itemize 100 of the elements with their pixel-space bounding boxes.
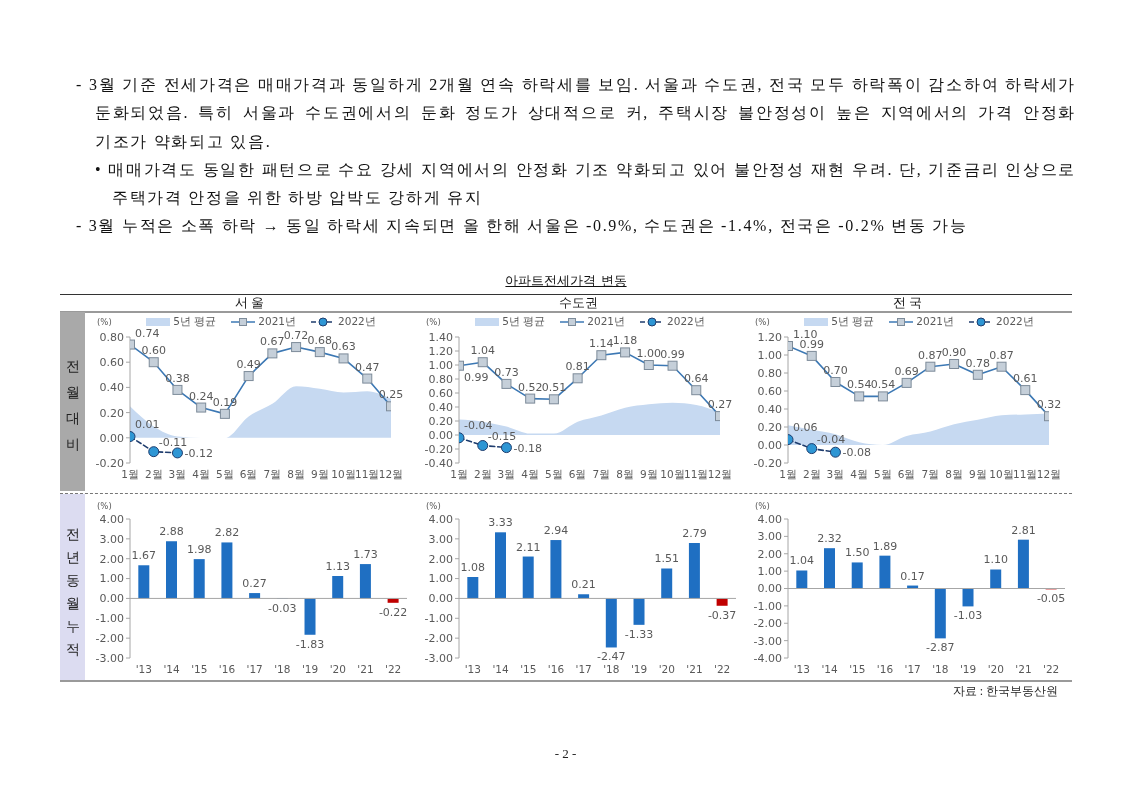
y-tick-label: -0.20 xyxy=(424,442,453,456)
x-tick-label: 10월 xyxy=(331,468,356,481)
x-tick-label: 3월 xyxy=(168,468,187,481)
data-label: -0.05 xyxy=(1036,592,1066,606)
data-label: 0.81 xyxy=(565,360,590,374)
data-label: 2.88 xyxy=(159,525,184,539)
data-label: -1.03 xyxy=(953,609,983,623)
x-tick-label: '20 xyxy=(329,663,346,676)
data-label: -0.37 xyxy=(707,608,737,622)
data-label: 1.89 xyxy=(872,539,898,553)
data-label: -0.08 xyxy=(842,446,871,460)
data-label: 0.21 xyxy=(571,578,596,592)
y-tick-label: -2.00 xyxy=(753,617,782,631)
y-tick-label: 3.00 xyxy=(428,532,453,546)
data-label: 0.06 xyxy=(793,420,818,434)
data-label: 0.99 xyxy=(660,347,685,361)
data-label: 2.94 xyxy=(543,524,569,538)
x-tick-label: '13 xyxy=(464,663,481,676)
y-tick-label: 1.00 xyxy=(99,572,124,586)
text: - 3월 누적은 소폭 하락 → 동일 하락세 지속되면 올 한해 서울은 -0.9%, 수도권은 -1.4%, 전국은 -0.2% 변동 가능 xyxy=(76,216,969,237)
y-axis-title: (%) xyxy=(97,317,112,327)
data-label: 1.00 xyxy=(636,347,662,360)
x-tick-label: '21 xyxy=(686,663,703,676)
y-tick-label: -2.00 xyxy=(424,632,453,646)
legend-label: 2021년 xyxy=(916,315,955,329)
x-tick-label: '19 xyxy=(959,663,977,676)
data-label: 0.87 xyxy=(918,348,943,362)
x-tick-label: '19 xyxy=(630,663,648,676)
legend-label: 5년 평균 xyxy=(173,315,217,329)
x-tick-label: '20 xyxy=(987,663,1004,676)
y-tick-label: 0.00 xyxy=(757,438,782,452)
y-tick-label: 1.00 xyxy=(428,358,453,372)
data-label: -0.11 xyxy=(158,435,188,449)
x-tick-label: '18 xyxy=(932,663,949,676)
y-tick-label: 1.00 xyxy=(757,565,782,579)
data-label: 0.54 xyxy=(870,378,896,392)
x-tick-label: 7월 xyxy=(592,468,611,481)
y-tick-label: 0.20 xyxy=(99,406,124,420)
y-tick-label: 0.00 xyxy=(428,428,453,442)
data-label: 1.50 xyxy=(844,546,870,560)
x-tick-label: '19 xyxy=(301,663,319,676)
x-tick-label: 4월 xyxy=(521,468,540,481)
y-tick-label: 0.60 xyxy=(99,356,124,370)
x-tick-label: 11월 xyxy=(684,468,709,481)
data-label: 0.27 xyxy=(242,577,267,591)
x-tick-label: '16 xyxy=(876,663,894,676)
x-tick-label: 3월 xyxy=(497,468,516,481)
y-tick-label: -1.00 xyxy=(95,612,124,626)
y-tick-label: -3.00 xyxy=(95,651,124,665)
x-tick-label: '16 xyxy=(218,663,236,676)
x-tick-label: 6월 xyxy=(897,468,916,481)
y-tick-label: -3.00 xyxy=(424,651,453,665)
data-label: -0.03 xyxy=(268,602,297,616)
data-label: 0.68 xyxy=(307,334,333,348)
data-label: 1.73 xyxy=(353,548,378,562)
data-label: -0.15 xyxy=(487,429,517,443)
x-tick-label: 4월 xyxy=(192,468,211,481)
text: - 2 - xyxy=(554,746,577,761)
y-tick-label: 0.00 xyxy=(99,592,124,606)
data-label: -0.04 xyxy=(464,418,493,432)
x-tick-label: 8월 xyxy=(287,468,305,481)
y-tick-label: 2.00 xyxy=(757,547,782,561)
data-label: 2.82 xyxy=(214,526,240,540)
y-tick-label: 0.00 xyxy=(757,582,782,596)
data-label: 0.90 xyxy=(941,346,967,359)
y-tick-label: 0.40 xyxy=(99,381,124,395)
data-label: 0.67 xyxy=(260,335,285,349)
text: - 3월 기준 전세가격은 매매가격과 동일하게 2개월 연속 하락세를 보임. 서울과 수도권, 전국 모두 하락폭이 감소하여 하락세가 둔화되었음. 특히 서울과 수도권에서의 둔화 정도가 상대적으로 커, 주택시장 불안정성이 높은 지역에서의 가격 안정화 기조가 약화되고 있음. xyxy=(76,75,1076,152)
y-tick-label: 0.80 xyxy=(428,372,453,386)
data-label: 0.01 xyxy=(135,417,160,431)
text: • 매매가격도 동일한 패턴으로 수요 강세 지역에서의 안정화 기조 약화되고 있어 불안정성 재현 우려. 단, 기준금리 인상으로 주택가격 안정을 위한 하방 압박도 강하게 유지 xyxy=(94,159,1076,209)
data-label: 0.64 xyxy=(684,372,709,386)
x-tick-label: '22 xyxy=(714,663,731,676)
y-tick-label: -0.20 xyxy=(753,456,782,470)
x-tick-label: 3월 xyxy=(826,468,845,481)
x-tick-label: 9월 xyxy=(310,468,329,481)
data-label: 0.70 xyxy=(823,364,848,377)
x-tick-label: 11월 xyxy=(1013,468,1038,481)
data-label: 2.81 xyxy=(1011,523,1036,537)
text: 전월대비 xyxy=(64,349,82,454)
data-label: -0.12 xyxy=(184,446,213,460)
data-label: 1.04 xyxy=(789,554,815,568)
y-tick-label: 0.60 xyxy=(428,386,453,400)
x-tick-label: '17 xyxy=(575,663,592,676)
data-label: -1.33 xyxy=(624,627,654,641)
y-tick-label: 0.00 xyxy=(428,592,453,606)
x-tick-label: '15 xyxy=(520,663,537,676)
y-tick-label: 1.00 xyxy=(757,348,782,362)
x-tick-label: 2월 xyxy=(802,468,821,481)
data-label: 0.72 xyxy=(283,329,309,343)
text: 전년동월누적 xyxy=(64,518,82,656)
data-label: -0.22 xyxy=(378,605,408,619)
y-axis-title: (%) xyxy=(97,501,112,511)
data-label: 3.33 xyxy=(488,516,513,530)
x-tick-label: 7월 xyxy=(921,468,940,481)
x-tick-label: '13 xyxy=(135,663,152,676)
x-tick-label: 7월 xyxy=(263,468,282,481)
y-tick-label: 0.40 xyxy=(428,400,453,414)
data-label: 0.54 xyxy=(846,378,872,392)
data-label: 0.69 xyxy=(894,364,919,378)
